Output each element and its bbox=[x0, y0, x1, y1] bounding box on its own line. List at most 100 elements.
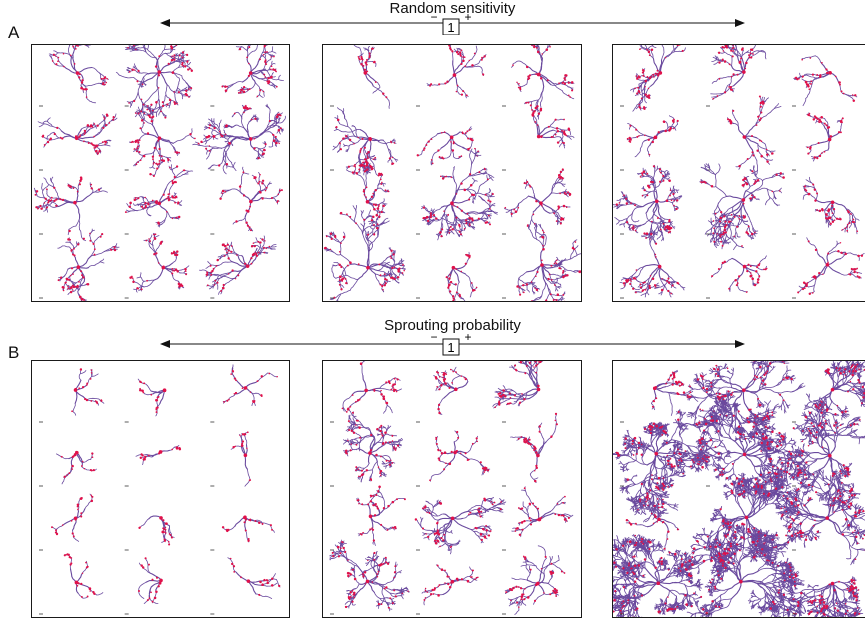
synapse-dot bbox=[469, 173, 472, 176]
neurite-branch bbox=[653, 178, 656, 189]
neurite-branch bbox=[241, 213, 247, 221]
synapse-dot bbox=[567, 191, 569, 194]
synapse-dot bbox=[391, 162, 394, 165]
synapse-dot bbox=[559, 218, 563, 221]
neurite-branch bbox=[626, 211, 634, 220]
synapse-dot bbox=[340, 242, 342, 244]
synapse-dot bbox=[330, 237, 333, 241]
neurite-branch bbox=[217, 255, 224, 258]
neurite-branch bbox=[50, 54, 53, 60]
neurite-branch bbox=[829, 72, 840, 84]
neurite-branch bbox=[550, 208, 559, 214]
synapse-dot bbox=[227, 273, 230, 275]
synapse-dot bbox=[486, 178, 489, 181]
synapse-dot bbox=[838, 218, 840, 220]
synapse-dot bbox=[657, 72, 659, 75]
synapse-dot bbox=[397, 276, 400, 279]
synapse-dot bbox=[67, 238, 70, 241]
neurite-branch bbox=[710, 232, 714, 237]
neurite-branch bbox=[140, 276, 145, 282]
synapse-dot bbox=[93, 253, 96, 256]
synapse-dot bbox=[730, 220, 732, 223]
synapse-dot bbox=[519, 286, 521, 289]
synapse-dot bbox=[644, 86, 646, 88]
neurite-branch bbox=[538, 126, 551, 138]
synapse-dot bbox=[182, 64, 184, 67]
neurite-branch bbox=[255, 245, 261, 249]
neurite-branch bbox=[471, 226, 475, 230]
synapse-dot bbox=[846, 226, 849, 228]
neurite-branch bbox=[717, 92, 726, 97]
neurite-branch bbox=[61, 245, 71, 248]
synapse-dot bbox=[530, 300, 534, 301]
synapse-dot bbox=[373, 233, 376, 235]
synapse-dot bbox=[465, 94, 468, 97]
synapse-dot bbox=[448, 229, 451, 231]
synapse-dot bbox=[673, 204, 675, 207]
synapse-dot bbox=[77, 243, 80, 246]
soma bbox=[658, 71, 663, 75]
synapse-dot bbox=[90, 183, 93, 186]
neurite-branch bbox=[134, 67, 138, 70]
synapse-dot bbox=[439, 175, 442, 178]
neurite-branch bbox=[569, 255, 578, 260]
neurite-branch bbox=[174, 97, 177, 103]
synapse-dot bbox=[831, 204, 833, 207]
neurite-branch bbox=[162, 112, 167, 118]
synapse-dot bbox=[224, 190, 227, 193]
synapse-dot bbox=[727, 220, 731, 223]
neurite-branch bbox=[556, 214, 559, 221]
neurite-branch bbox=[774, 195, 777, 199]
synapse-dot bbox=[565, 74, 568, 77]
synapse-dot bbox=[363, 188, 365, 191]
synapse-dot bbox=[156, 167, 159, 170]
neurite-branch bbox=[572, 239, 578, 244]
neurite-branch bbox=[614, 217, 621, 222]
synapse-dot bbox=[512, 64, 514, 66]
synapse-dot bbox=[365, 196, 367, 198]
neurite-branch bbox=[845, 208, 854, 215]
neurite-branch bbox=[670, 223, 674, 228]
synapse-dot bbox=[567, 94, 570, 97]
neurite-branch bbox=[142, 198, 145, 203]
neurite-branch bbox=[84, 45, 90, 48]
neurite-branch bbox=[554, 277, 561, 281]
synapse-dot bbox=[263, 73, 266, 76]
neurite-branch bbox=[658, 214, 669, 220]
synapse-dot bbox=[766, 153, 769, 157]
neurite-branch bbox=[223, 169, 227, 175]
neurite-branch bbox=[382, 139, 389, 150]
synapse-dot bbox=[801, 58, 804, 61]
neurite-branch bbox=[334, 293, 342, 299]
neurite-branch bbox=[181, 95, 186, 97]
synapse-dot bbox=[712, 220, 715, 222]
synapse-dot bbox=[178, 54, 181, 57]
synapse-dot bbox=[378, 203, 380, 206]
neurite-branch bbox=[128, 45, 132, 50]
neurite-branch bbox=[549, 119, 556, 127]
neurite-branch bbox=[541, 264, 546, 278]
synapse-dot bbox=[426, 219, 430, 223]
neurite-branch bbox=[481, 212, 484, 216]
synapse-dot bbox=[455, 90, 458, 93]
synapse-dot bbox=[751, 151, 754, 154]
neurite-branch bbox=[76, 66, 93, 74]
synapse-dot bbox=[555, 220, 558, 222]
neurite-branch bbox=[456, 281, 460, 293]
synapse-dot bbox=[270, 56, 272, 58]
synapse-dot bbox=[377, 174, 380, 177]
synapse-dot bbox=[136, 80, 139, 83]
neurite-branch bbox=[729, 221, 732, 225]
neurite-branch bbox=[531, 233, 538, 240]
neurite-branch bbox=[192, 143, 201, 146]
synapse-dot bbox=[347, 165, 350, 168]
neurite-branch bbox=[479, 208, 491, 214]
neurite-branch bbox=[656, 229, 660, 234]
synapse-dot bbox=[113, 246, 116, 249]
synapse-dot bbox=[570, 81, 574, 84]
neurite-branch bbox=[98, 119, 105, 126]
synapse-dot bbox=[176, 270, 179, 273]
neurite-branch bbox=[723, 223, 727, 234]
synapse-dot bbox=[83, 129, 87, 133]
synapse-dot bbox=[525, 101, 528, 104]
